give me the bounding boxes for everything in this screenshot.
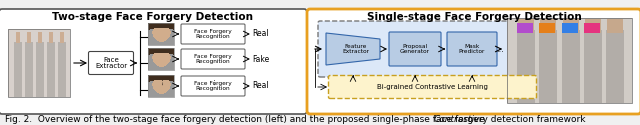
- Text: Face Forgery
Recognition: Face Forgery Recognition: [194, 54, 232, 64]
- Bar: [148, 48, 174, 70]
- Text: Face Forgery
Recognition: Face Forgery Recognition: [194, 81, 232, 91]
- FancyBboxPatch shape: [328, 76, 536, 98]
- FancyBboxPatch shape: [181, 24, 245, 44]
- Bar: [8, 29, 70, 97]
- Text: ...: ...: [209, 77, 218, 85]
- Polygon shape: [326, 33, 380, 65]
- FancyBboxPatch shape: [88, 52, 134, 74]
- Text: Bi-grained Contrastive Learning: Bi-grained Contrastive Learning: [376, 84, 488, 90]
- Text: ...: ...: [496, 44, 504, 54]
- Text: Fake: Fake: [252, 54, 269, 64]
- FancyBboxPatch shape: [307, 9, 640, 114]
- Bar: [148, 23, 174, 45]
- Text: Face Forgery
Recognition: Face Forgery Recognition: [194, 29, 232, 39]
- Text: Fig. 2.  Overview of the two-stage face forgery detection (left) and the propose: Fig. 2. Overview of the two-stage face f…: [5, 114, 588, 124]
- FancyBboxPatch shape: [0, 9, 307, 114]
- Text: Real: Real: [252, 30, 269, 38]
- FancyBboxPatch shape: [181, 76, 245, 96]
- Bar: [148, 75, 174, 97]
- Text: ...: ...: [157, 77, 166, 85]
- Text: Face
Extractor: Face Extractor: [95, 56, 127, 70]
- FancyBboxPatch shape: [389, 32, 441, 66]
- Text: Single-stage Face Forgery Detection: Single-stage Face Forgery Detection: [367, 12, 581, 22]
- Text: Two-stage Face Forgery Detection: Two-stage Face Forgery Detection: [52, 12, 253, 22]
- Bar: [507, 18, 632, 103]
- Text: Mask
Predictor: Mask Predictor: [459, 44, 485, 54]
- FancyBboxPatch shape: [318, 21, 537, 77]
- Text: Feature
Extractor: Feature Extractor: [342, 44, 369, 54]
- FancyBboxPatch shape: [181, 49, 245, 69]
- FancyBboxPatch shape: [447, 32, 497, 66]
- Text: Proposal
Generator: Proposal Generator: [400, 44, 430, 54]
- Text: Real: Real: [252, 82, 269, 90]
- Text: Contrastive: Contrastive: [434, 114, 486, 124]
